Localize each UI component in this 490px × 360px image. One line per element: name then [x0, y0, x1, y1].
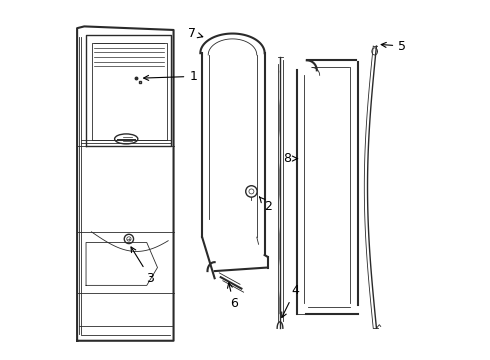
Text: 6: 6	[227, 283, 238, 310]
Text: 1: 1	[144, 70, 197, 83]
Text: 2: 2	[260, 197, 272, 213]
Text: 7: 7	[188, 27, 203, 40]
Text: 8: 8	[283, 152, 297, 165]
Text: 4: 4	[282, 284, 299, 318]
Text: 5: 5	[381, 40, 406, 53]
Text: 3: 3	[131, 247, 154, 285]
